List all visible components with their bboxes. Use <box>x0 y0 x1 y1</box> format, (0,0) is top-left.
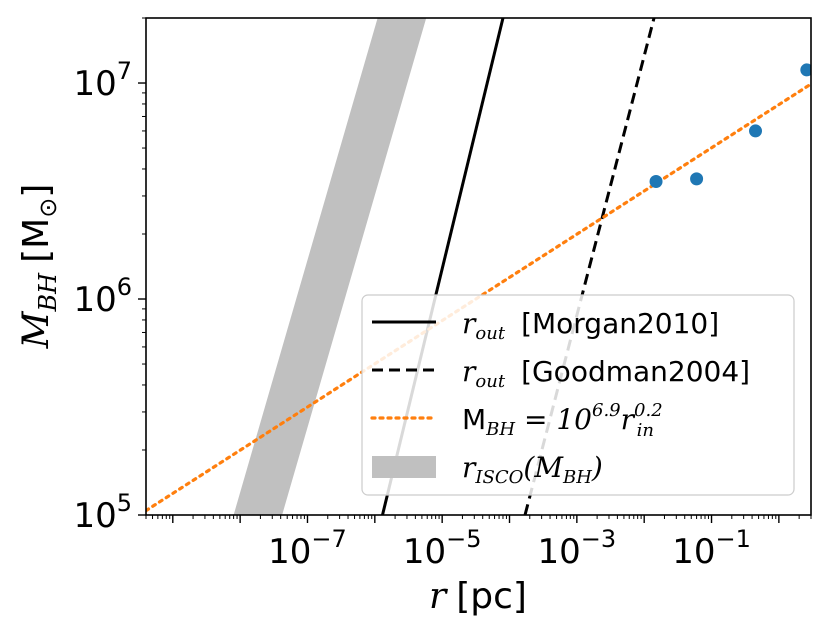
legend-entry-goodman: rout [Goodman2004] <box>462 355 750 392</box>
x-tick-label-1: 10−5 <box>403 525 482 572</box>
y-tick-label-2: 107 <box>73 57 132 104</box>
x-axis-sym: r <box>429 576 448 617</box>
legend-goodman-sym: r <box>462 355 477 388</box>
x-axis-unit: [pc] <box>456 576 527 617</box>
legend-box <box>361 294 795 496</box>
legend-fit-m: M <box>462 403 486 436</box>
x-tick-label-3: 10−1 <box>672 525 751 572</box>
y-axis-sym: M <box>16 310 57 349</box>
legend-morgan-text: [Morgan2010] <box>521 307 719 340</box>
legend: rout [Morgan2010] rout [Goodman2004] MBH =… <box>361 294 795 496</box>
y-axis-unit: [M <box>16 218 57 263</box>
legend-goodman-sub: out <box>475 371 505 392</box>
legend-entry-morgan: rout [Morgan2010] <box>462 307 719 344</box>
legend-fit-rsub: in <box>637 420 654 441</box>
legend-morgan-sym: r <box>462 307 477 340</box>
axis-ticks: 10−7 10−5 10−3 10−1 105 106 107 <box>73 17 812 572</box>
y-axis-label: MBH [M⊙] <box>16 184 62 350</box>
x-tick-label-0: 10−7 <box>268 525 347 572</box>
legend-entry-fit: MBH = 106.9r0.2 in <box>462 400 663 441</box>
legend-isco-open: ( <box>523 451 535 484</box>
legend-entry-isco: rISCO(MBH) <box>462 451 603 488</box>
legend-morgan-sub: out <box>475 323 505 344</box>
legend-fit-exp: 6.9 <box>592 400 621 421</box>
legend-swatch-band <box>372 456 436 478</box>
legend-fit-sub: BH <box>485 419 515 440</box>
y-axis-unit-end: ] <box>16 184 57 198</box>
y-axis-sub: BH <box>34 272 62 313</box>
y-axis-unit-sub: ⊙ <box>34 198 62 218</box>
axes-frame <box>145 17 812 516</box>
y-tick-label-1: 106 <box>73 273 132 320</box>
legend-fit-r: r <box>621 403 636 436</box>
legend-fit-rsup: 0.2 <box>634 400 663 421</box>
legend-isco-close: ) <box>591 451 603 484</box>
legend-isco-arg: M <box>533 451 564 484</box>
legend-isco-arg-sub: BH <box>562 467 592 488</box>
legend-fit-eq: = 10 <box>515 403 592 436</box>
x-tick-label-2: 10−3 <box>538 525 617 572</box>
scatter-point-1 <box>690 172 704 186</box>
legend-isco-sub: ISCO <box>474 467 523 488</box>
scatter-points <box>649 63 811 188</box>
legend-goodman-text: [Goodman2004] <box>521 355 750 388</box>
x-axis-label: r [pc] <box>429 576 527 617</box>
scatter-point-0 <box>649 174 663 188</box>
scatter-point-2 <box>749 124 763 138</box>
y-tick-label-0: 105 <box>73 489 132 536</box>
isco-band <box>233 18 427 515</box>
scatter-point-3 <box>800 63 811 77</box>
legend-isco-sym: r <box>462 451 477 484</box>
